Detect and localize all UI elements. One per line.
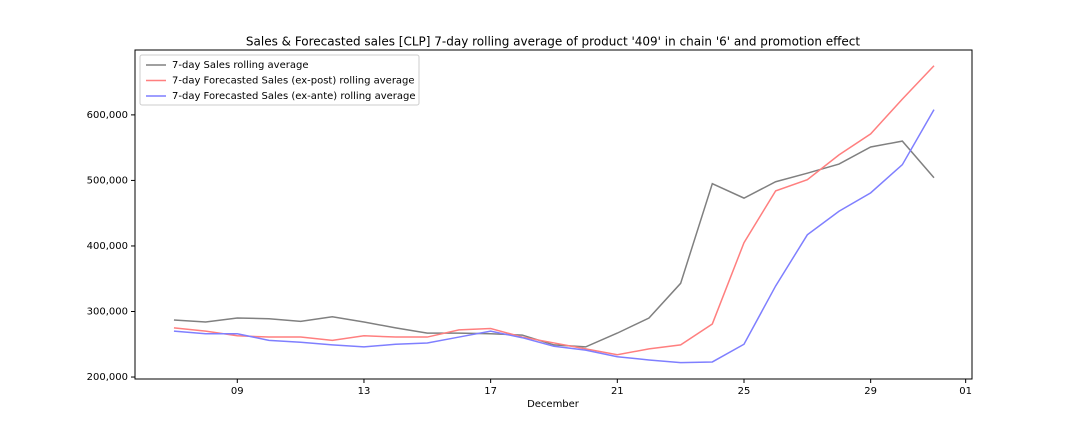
plot-frame <box>134 49 973 380</box>
legend-box <box>139 54 420 106</box>
chart-title: Sales & Forecasted sales [CLP] 7-day rol… <box>246 35 860 49</box>
legend-label: 7-day Sales rolling average <box>172 60 308 71</box>
series-line <box>173 140 935 348</box>
x-tick-label: 09 <box>231 386 244 397</box>
x-tick-label: 17 <box>484 386 497 397</box>
series-line <box>173 109 935 364</box>
x-tick-label: 01 <box>959 386 972 397</box>
y-tick-label: 200,000 <box>87 372 128 383</box>
x-tick-label: 13 <box>358 386 371 397</box>
y-tick-label: 400,000 <box>87 241 128 252</box>
y-tick-label: 300,000 <box>87 306 128 317</box>
x-tick-label: 21 <box>611 386 624 397</box>
series-line <box>173 65 935 356</box>
legend-label: 7-day Forecasted Sales (ex-post) rolling… <box>172 76 415 87</box>
x-tick-label: 29 <box>864 386 877 397</box>
y-tick-label: 500,000 <box>87 175 128 186</box>
x-axis-label: December <box>527 399 580 410</box>
x-tick-label: 25 <box>738 386 751 397</box>
legend-label: 7-day Forecasted Sales (ex-ante) rolling… <box>172 91 416 102</box>
y-tick-label: 600,000 <box>87 110 128 121</box>
